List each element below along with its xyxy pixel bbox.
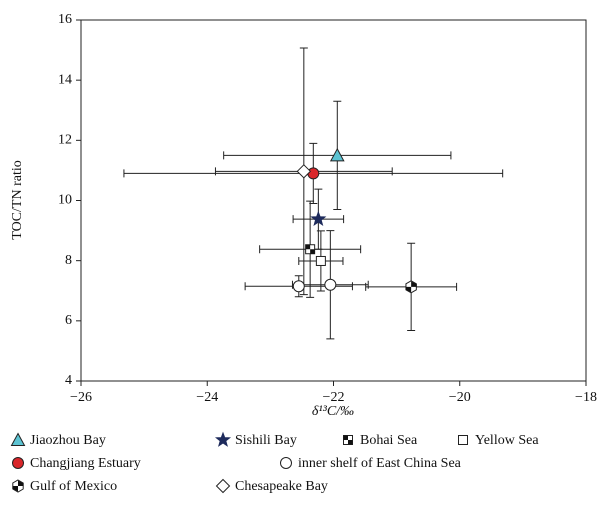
x-tick-label: −22: [323, 390, 345, 405]
y-tick-label: 4: [65, 373, 72, 388]
point: [324, 278, 337, 291]
point: [329, 147, 345, 162]
y-tick-label: 14: [58, 72, 72, 87]
legend-marker: [280, 457, 292, 469]
point: [307, 167, 320, 180]
y-axis-label: TOC/TN ratio: [10, 160, 25, 239]
legend-marker: [458, 435, 468, 445]
point: [310, 210, 327, 226]
legend-marker: [10, 432, 26, 446]
legend-marker: [215, 478, 231, 494]
legend-marker-detail: [343, 435, 353, 445]
plot-frame: [80, 19, 587, 382]
legend-marker: [12, 457, 24, 469]
point-detail: [405, 281, 417, 293]
legend-label: Jiaozhou Bay: [30, 433, 106, 448]
point: [315, 255, 326, 266]
point: [296, 164, 312, 179]
x-tick-label: −26: [70, 390, 92, 405]
legend-label: Gulf of Mexico: [30, 479, 117, 494]
y-tick-label: 6: [65, 313, 72, 328]
x-tick-label: −20: [449, 390, 471, 405]
legend-label: Yellow Sea: [475, 433, 539, 448]
y-tick-label: 8: [65, 253, 72, 268]
x-tick-label: −24: [196, 390, 218, 405]
legend-label: Sishili Bay: [235, 433, 297, 448]
legend-label: Changjiang Estuary: [30, 456, 141, 471]
legend-label: Bohai Sea: [360, 433, 418, 448]
legend-label: Chesapeake Bay: [235, 479, 328, 494]
point: [292, 280, 305, 293]
legend-label: inner shelf of East China Sea: [298, 456, 462, 471]
y-tick-label: 10: [58, 193, 72, 208]
point-detail: [305, 244, 315, 254]
legend-marker-detail: [12, 480, 24, 492]
y-tick-label: 16: [58, 12, 72, 27]
y-tick-label: 12: [58, 133, 72, 148]
x-tick-label: −18: [575, 390, 597, 405]
legend-marker: [214, 431, 232, 447]
x-axis-label: δ¹³C/‰: [312, 404, 354, 419]
